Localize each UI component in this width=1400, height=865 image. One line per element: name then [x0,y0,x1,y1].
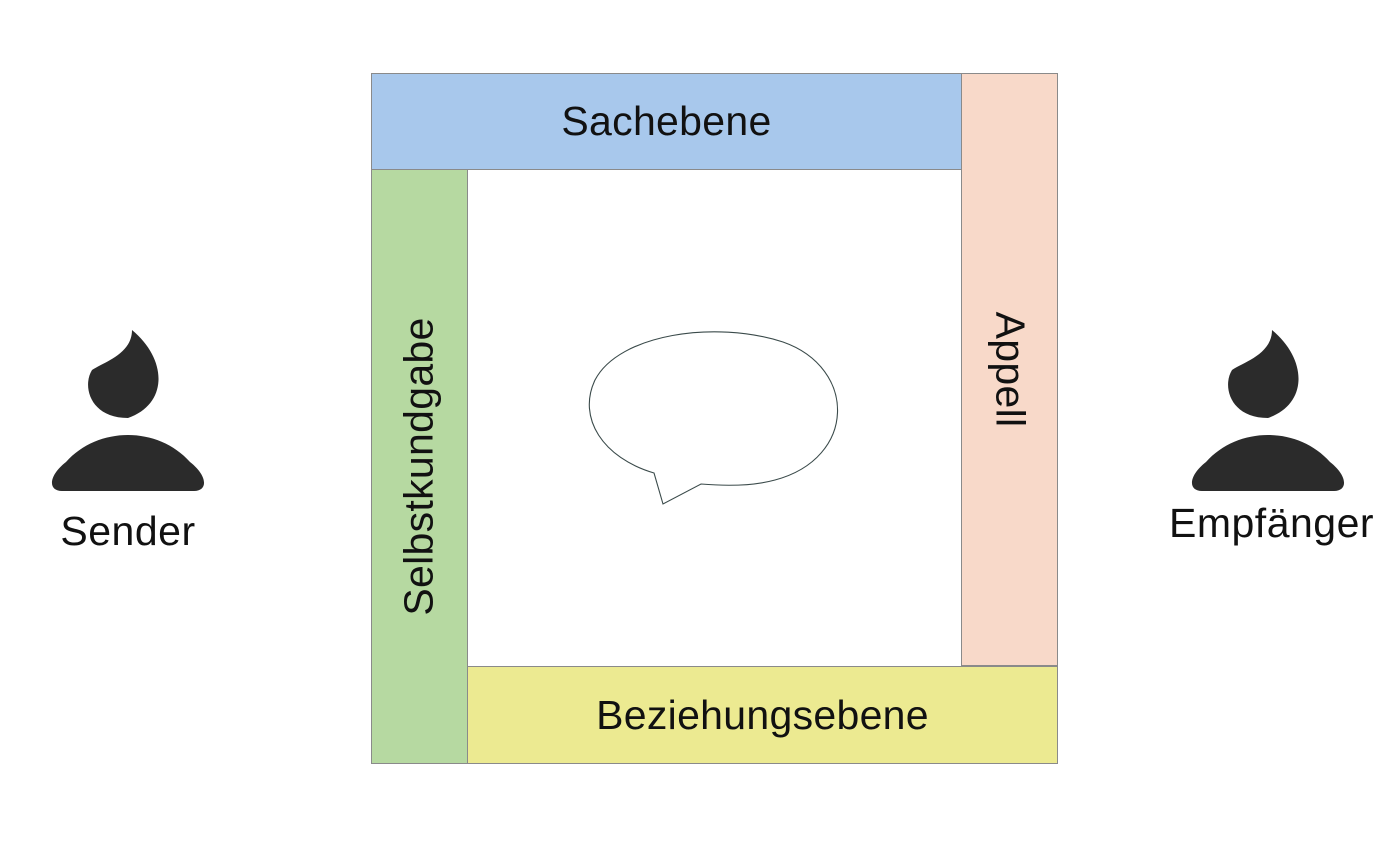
band-selbstkundgabe: Selbstkundgabe [371,169,468,764]
sachebene-label: Sachebene [561,98,772,144]
sender: Sender [48,326,208,555]
person-icon [1191,330,1345,491]
speech-bubble-icon [588,331,839,505]
receiver: Empfänger [1169,326,1374,547]
band-beziehungsebene: Beziehungsebene [467,666,1058,764]
appell-label: Appell [987,311,1033,428]
beziehungsebene-label: Beziehungsebene [596,691,929,738]
selbstkundgabe-label: Selbstkundgabe [396,317,442,616]
band-appell: Appell [961,73,1058,666]
band-sachebene: Sachebene [371,73,962,170]
person-icon [51,330,205,491]
receiver-label: Empfänger [1169,500,1375,546]
sender-label: Sender [60,508,196,554]
